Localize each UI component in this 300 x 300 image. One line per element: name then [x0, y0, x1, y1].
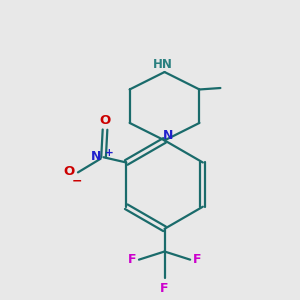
Text: F: F — [160, 282, 169, 295]
Text: N: N — [91, 150, 101, 163]
Text: HN: HN — [153, 58, 173, 70]
Text: +: + — [105, 148, 113, 158]
Text: N: N — [163, 129, 173, 142]
Text: −: − — [71, 174, 82, 187]
Text: O: O — [99, 114, 111, 127]
Text: O: O — [63, 165, 74, 178]
Text: F: F — [128, 253, 136, 266]
Text: F: F — [193, 253, 202, 266]
